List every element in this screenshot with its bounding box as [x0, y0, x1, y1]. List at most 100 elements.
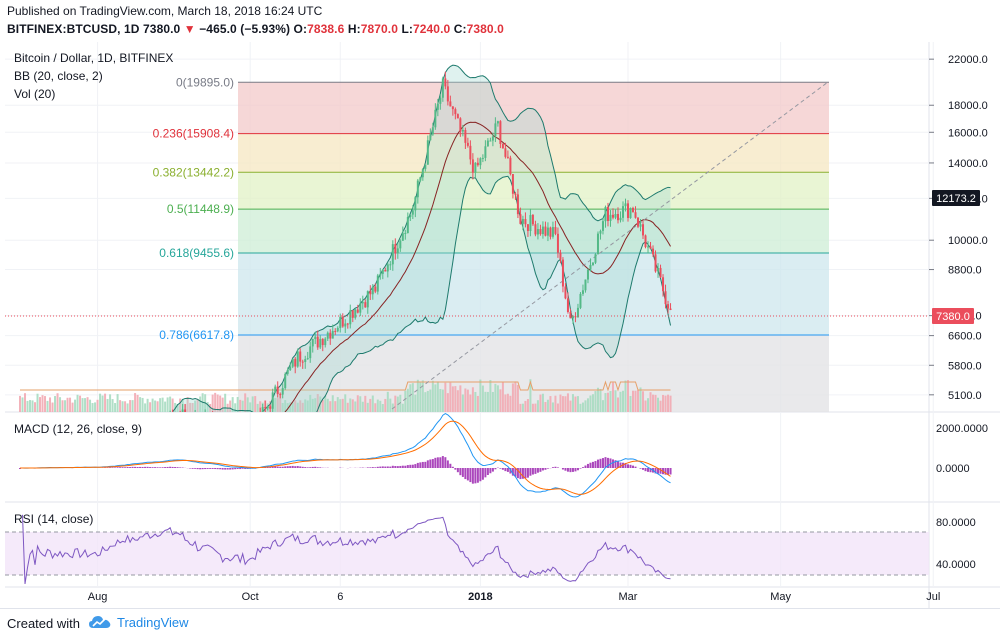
candle-body — [301, 361, 304, 363]
fib-zone — [238, 172, 829, 210]
volume-bar — [79, 395, 82, 412]
macd-histogram-bar — [219, 468, 222, 470]
volume-bar — [121, 401, 124, 412]
candle-body — [657, 267, 660, 272]
volume-bar — [194, 400, 197, 412]
chart-canvas[interactable]: 0(19895.0) 0.236(15908.4) 0.382(13442.2) 0.… — [0, 42, 1000, 608]
candle-body — [169, 414, 171, 424]
bb-upper — [171, 64, 671, 412]
volume-bar — [119, 400, 122, 412]
volume-bar — [584, 400, 587, 412]
volume-bar — [76, 394, 79, 412]
price-axis-label: 22000.0 — [948, 54, 988, 66]
macd-histogram-bar — [291, 465, 294, 468]
volume-bar — [74, 399, 77, 412]
macd-histogram-bar — [484, 468, 487, 478]
macd-histogram-bar — [571, 468, 574, 472]
macd-histogram-bar — [209, 468, 212, 469]
macd-histogram-bar — [464, 468, 467, 480]
candle-body — [177, 414, 179, 415]
macd-histogram-bar — [456, 468, 459, 473]
signal-line — [19, 420, 671, 495]
volume-bar — [534, 403, 537, 412]
candle-body — [469, 145, 472, 160]
volume-bar — [439, 389, 442, 412]
candle-body — [269, 406, 272, 409]
fibonacci-retracement[interactable]: 0(19895.0) 0.236(15908.4) 0.382(13442.2) 0.… — [153, 75, 829, 412]
candle-body — [431, 127, 434, 135]
macd-histogram-bar — [144, 466, 147, 468]
volume-bar — [139, 397, 142, 412]
candle-body — [164, 427, 166, 436]
volume-bar — [84, 398, 87, 412]
candle-body — [281, 388, 284, 395]
volume-bar — [186, 397, 189, 412]
upper-badge — [932, 190, 980, 206]
macd-histogram-bar — [301, 466, 304, 468]
candle-body — [179, 414, 181, 416]
macd-histogram-bar — [146, 466, 149, 468]
tradingview-logo[interactable]: TradingView — [88, 614, 189, 630]
volume-bar — [586, 398, 589, 412]
open-value: 7838.6 — [307, 22, 345, 36]
candle-body — [149, 456, 151, 461]
candle-body — [606, 206, 609, 222]
time-axis-label: Jul — [926, 591, 940, 603]
macd-histogram-bar — [18, 468, 22, 469]
candle-body — [561, 259, 564, 287]
volume-bar — [426, 390, 429, 412]
macd-histogram-bar — [179, 467, 182, 468]
candle-body — [654, 254, 657, 272]
candle-body — [304, 359, 307, 362]
rsi-axis-40: 40.0000 — [936, 559, 976, 571]
volume-bar — [629, 395, 632, 412]
volume-bar — [366, 402, 369, 412]
volume-bar — [81, 398, 84, 412]
volume-bar — [196, 399, 199, 412]
candle-body — [254, 431, 256, 434]
volume-bar — [579, 403, 582, 412]
macd-histogram-bar — [461, 468, 464, 477]
volume-bar — [316, 394, 319, 412]
macd-pane[interactable] — [18, 413, 672, 498]
bb-lower — [316, 175, 672, 412]
macd-histogram-bar — [314, 466, 317, 468]
volume-bar — [659, 400, 662, 412]
macd-histogram-bar — [444, 457, 447, 468]
volume-bar — [401, 403, 404, 412]
rsi-pane[interactable] — [22, 514, 671, 585]
candle-body — [509, 157, 512, 175]
macd-histogram-bar — [551, 467, 554, 468]
macd-histogram-bar — [111, 467, 114, 468]
macd-histogram-bar — [459, 468, 462, 476]
macd-histogram-bar — [131, 466, 134, 468]
time-axis[interactable]: Aug Oct 6 2018 Mar May Jul — [88, 591, 941, 603]
volume-bar — [476, 395, 479, 412]
legend-bb: BB (20, close, 2) — [14, 69, 103, 83]
candle-body — [642, 224, 645, 236]
price-axis[interactable]: 22000.018000.016000.014000.012000.010000… — [929, 54, 988, 402]
fib-level-label: 0.786(6617.8) — [159, 328, 234, 342]
candle-body — [419, 177, 422, 181]
macd-histogram-bar — [659, 468, 662, 474]
volume-bar — [66, 397, 69, 412]
macd-histogram-bar — [386, 466, 389, 468]
volume-bar — [469, 394, 472, 412]
macd-histogram-bar — [271, 466, 274, 468]
volume-bar — [384, 398, 387, 412]
volume-bar — [424, 392, 427, 412]
macd-histogram-bar — [466, 468, 469, 481]
macd-histogram-bar — [304, 467, 307, 468]
macd-histogram-bar — [211, 468, 214, 469]
low-label: L: — [401, 22, 413, 36]
candle-body — [162, 436, 164, 447]
candle-body — [209, 414, 211, 415]
volume-bar — [111, 399, 114, 412]
volume-bar — [339, 399, 342, 412]
candle-body — [197, 415, 199, 427]
volume-bar — [331, 395, 334, 412]
fib-level-label: 0.382(13442.2) — [153, 165, 234, 179]
volume-bar — [474, 391, 477, 412]
macd-histogram-bar — [644, 468, 647, 472]
macd-histogram-bar — [276, 466, 279, 468]
